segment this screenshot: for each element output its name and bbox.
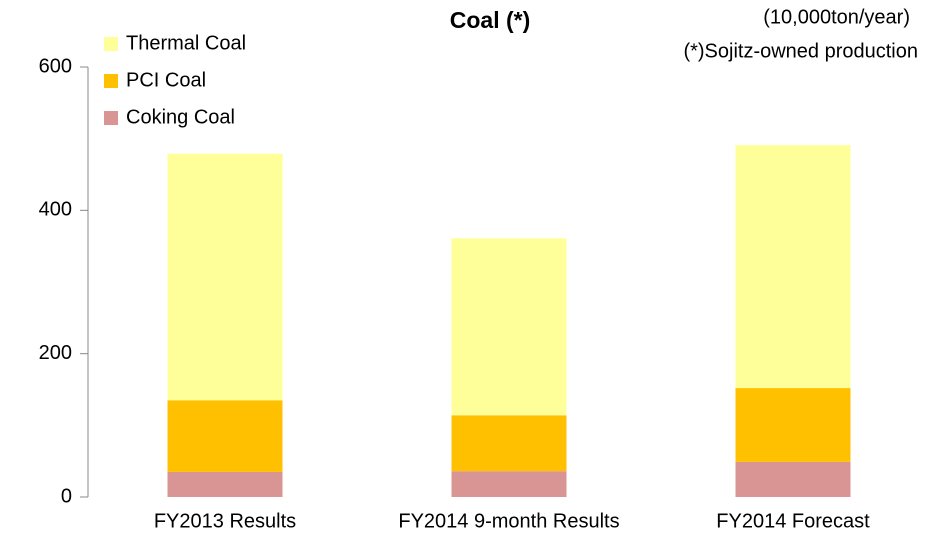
bar-segment: [451, 238, 567, 416]
bar-segment: [167, 400, 283, 472]
y-tick-label: 400: [39, 199, 72, 221]
y-tick-label: 0: [61, 485, 72, 507]
bar-segment: [167, 153, 283, 401]
bar-segment: [451, 471, 567, 497]
x-tick-label: FY2014 9-month Results: [398, 510, 619, 532]
legend-label: Thermal Coal: [126, 32, 246, 54]
x-tick-label: FY2014 Forecast: [716, 510, 870, 532]
bar-segment: [451, 415, 567, 472]
bar-segment: [167, 471, 283, 497]
bar-segment: [735, 388, 851, 462]
unit-label: (10,000ton/year): [763, 6, 910, 28]
bar-segment: [735, 145, 851, 389]
chart-title: Coal (*): [450, 7, 531, 33]
y-tick-label: 600: [39, 55, 72, 77]
x-tick-label: FY2013 Results: [154, 510, 296, 532]
legend-swatch: [104, 37, 118, 51]
y-tick-label: 200: [39, 342, 72, 364]
legend-swatch: [104, 74, 118, 88]
legend-label: PCI Coal: [126, 69, 206, 91]
legend-swatch: [104, 111, 118, 125]
note: (*)Sojitz-owned production: [683, 40, 918, 62]
legend-label: Coking Coal: [126, 106, 235, 128]
bar-segment: [735, 461, 851, 497]
